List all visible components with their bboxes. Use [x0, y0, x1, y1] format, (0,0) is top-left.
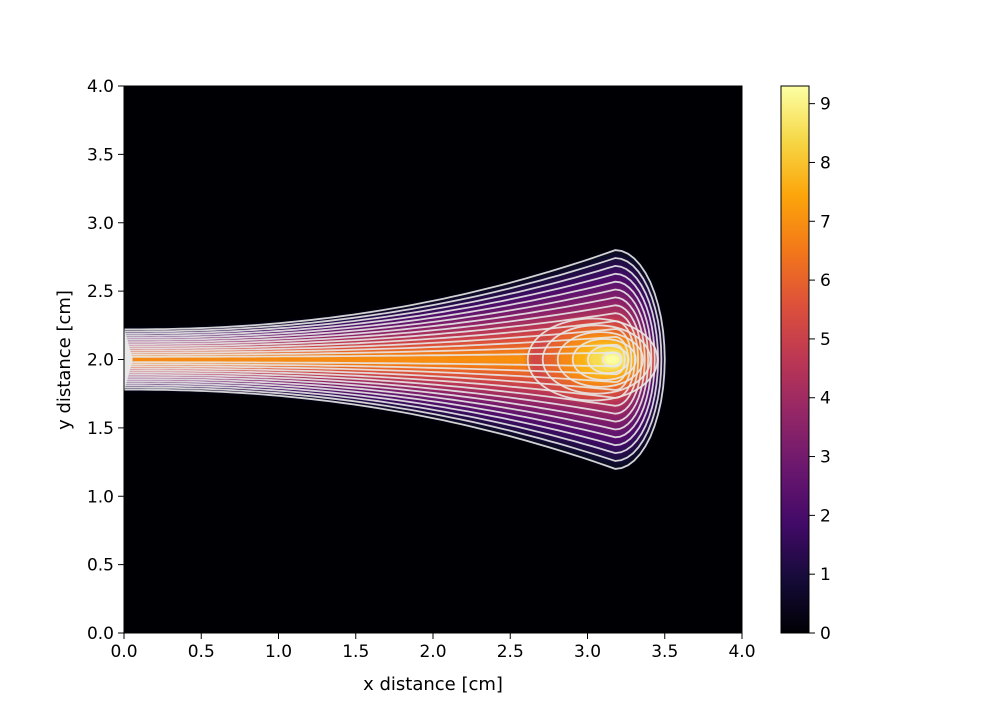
x-tick-label: 3.5: [651, 642, 678, 662]
x-tick-label: 4.0: [728, 642, 755, 662]
y-tick-label: 3.5: [87, 145, 114, 165]
contour-line: [526, 317, 659, 402]
x-tick-label: 2.5: [497, 642, 524, 662]
y-axis-label: y distance [cm]: [54, 290, 75, 430]
colorbar-tick-label: 7: [820, 212, 831, 232]
heatmap-hotspot: [602, 352, 622, 367]
contour-line: [541, 324, 652, 395]
contour-line: [556, 331, 644, 388]
y-tick-label: 2.5: [87, 282, 114, 302]
colorbar-tick-label: 8: [820, 153, 831, 173]
contour-line: [126, 296, 646, 423]
contour-line: [130, 343, 626, 376]
y-tick-label: 0.0: [87, 624, 114, 644]
y-tick-label: 3.0: [87, 214, 114, 234]
y-tick-label: 1.0: [87, 487, 114, 507]
x-tick-label: 1.5: [342, 642, 369, 662]
colorbar-tick-label: 6: [820, 271, 831, 291]
y-tick-label: 0.5: [87, 556, 114, 576]
contour-line: [124, 264, 660, 455]
colorbar-tick-label: 4: [820, 389, 831, 409]
contour-line: [124, 272, 656, 447]
colorbar-tick-label: 0: [820, 624, 831, 644]
contour-line: [129, 328, 633, 391]
x-tick-label: 2.0: [419, 642, 446, 662]
contour-line: [127, 312, 640, 407]
x-tick-label: 3.0: [574, 642, 601, 662]
contour-line: [127, 304, 643, 415]
x-tick-label: 0.0: [110, 642, 137, 662]
contour-line: [126, 288, 650, 431]
colorbar-gradient: [780, 85, 810, 634]
x-tick-label: 0.5: [188, 642, 215, 662]
contour-line: [586, 344, 630, 375]
x-axis: 0.0 0.5 1.0 1.5 2.0 2.5 3.0 3.5 4.0: [110, 633, 756, 662]
colorbar: 0 1 2 3 4 5 6 7 8 9: [780, 85, 831, 644]
heatmap-band: [131, 352, 622, 367]
y-tick-label: 2.0: [87, 351, 114, 371]
x-axis-label: x distance [cm]: [363, 674, 503, 695]
y-axis: 0.0 0.5 1.0 1.5 2.0 2.5 3.0 3.5 4.0: [87, 77, 124, 644]
colorbar-tick-label: 1: [820, 565, 831, 585]
x-tick-label: 1.0: [265, 642, 292, 662]
plot-area: [123, 85, 743, 634]
contour-line: [125, 280, 653, 439]
colorbar-ticks: 0 1 2 3 4 5 6 7 8 9: [809, 95, 831, 644]
contour-line: [124, 257, 663, 462]
y-tick-label: 4.0: [87, 77, 114, 97]
contour-line: [124, 249, 666, 470]
colorbar-tick-label: 2: [820, 506, 831, 526]
contour-line: [601, 351, 623, 368]
contour-lines: [124, 249, 666, 470]
colorbar-tick-label: 5: [820, 330, 831, 350]
y-tick-label: 1.5: [87, 419, 114, 439]
contour-line: [571, 338, 637, 381]
colorbar-tick-label: 9: [820, 95, 831, 115]
colorbar-tick-label: 3: [820, 448, 831, 468]
